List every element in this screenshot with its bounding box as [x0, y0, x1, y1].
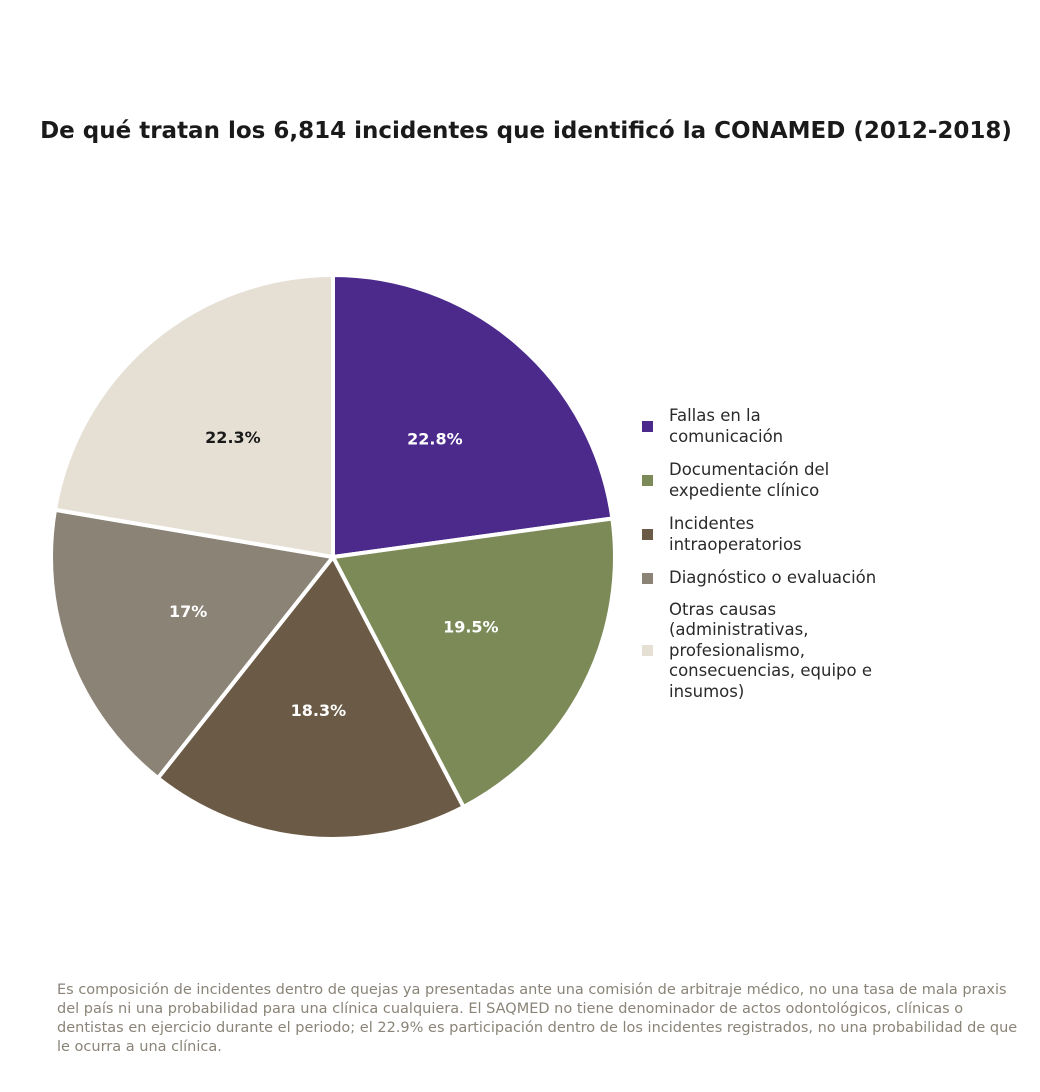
chart-title: De qué tratan los 6,814 incidentes que i…: [40, 118, 1012, 144]
slice-value-label-documentacion: 19.5%: [443, 618, 499, 637]
footnote: Es composición de incidentes dentro de q…: [57, 982, 1018, 1055]
pie-slice-intraoperatorios: [155, 555, 466, 841]
legend-item-fallas-comunicacion: Fallas en la comunicación: [642, 406, 902, 447]
legend-label: Fallas en la comunicación: [669, 406, 784, 446]
pie-slice-diagnostico: [49, 507, 335, 781]
pie-slice-documentacion: [331, 516, 617, 809]
slice-value-label-intraoperatorios: 18.3%: [291, 701, 347, 720]
legend: Fallas en la comunicación Documentación d…: [642, 406, 902, 715]
slice-value-label-diagnostico: 17%: [169, 602, 207, 621]
legend-swatch: [642, 529, 653, 540]
legend-item-intraoperatorios: Incidentes intraoperatorios: [642, 514, 902, 555]
legend-swatch: [642, 475, 653, 486]
legend-item-otras-causas: Otras causas (administrativas, profesional…: [642, 600, 902, 703]
legend-swatch: [642, 572, 653, 584]
legend-label: Diagnóstico o evaluación: [669, 568, 877, 587]
legend-item-diagnostico: Diagnóstico o evaluación: [642, 568, 902, 589]
legend-item-documentacion: Documentación del expediente clínico: [642, 460, 902, 501]
legend-label: Otras causas (administrativas, profesional…: [669, 599, 872, 701]
legend-swatch: [642, 645, 653, 657]
legend-label: Incidentes intraoperatorios: [669, 514, 802, 554]
slice-value-label-fallas-comunicacion: 22.8%: [407, 430, 463, 449]
pie-slice-fallas-comunicacion: [331, 273, 615, 559]
slice-value-label-otras-causas: 22.3%: [205, 428, 261, 447]
legend-label: Documentación del expediente clínico: [669, 460, 830, 500]
legend-swatch: [642, 421, 653, 432]
pie-slice-otras-causas: [52, 273, 335, 559]
